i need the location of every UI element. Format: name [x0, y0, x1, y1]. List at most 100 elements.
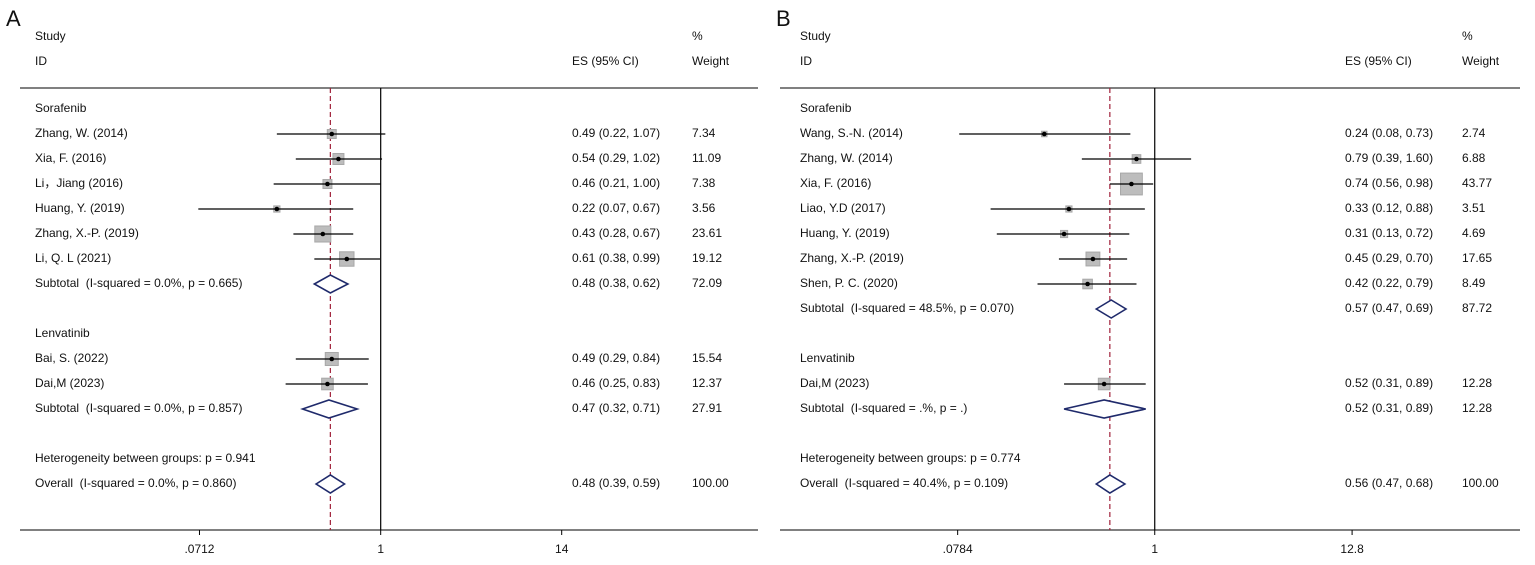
- es-label: 0.61 (0.38, 0.99): [572, 251, 660, 265]
- header: ES (95% CI): [1345, 54, 1412, 68]
- es-label: 0.54 (0.29, 1.02): [572, 151, 660, 165]
- weight-label: 27.91: [692, 401, 722, 415]
- row-label: Subtotal (I-squared = 48.5%, p = 0.070): [800, 301, 1014, 315]
- row-label: Lenvatinib: [800, 351, 855, 365]
- header: ES (95% CI): [572, 54, 639, 68]
- es-label: 0.52 (0.31, 0.89): [1345, 376, 1433, 390]
- weight-label: 100.00: [1462, 476, 1499, 490]
- es-label: 0.33 (0.12, 0.88): [1345, 201, 1433, 215]
- es-label: 0.48 (0.38, 0.62): [572, 276, 660, 290]
- row-label: Subtotal (I-squared = 0.0%, p = 0.857): [35, 401, 242, 415]
- header: Weight: [1462, 54, 1500, 68]
- row-label: Wang, S.-N. (2014): [800, 126, 903, 140]
- row-label: Liao, Y.D (2017): [800, 201, 886, 215]
- weight-label: 11.09: [692, 151, 721, 165]
- es-label: 0.46 (0.21, 1.00): [572, 176, 660, 190]
- row-label: Huang, Y. (2019): [800, 226, 890, 240]
- weight-label: 12.37: [692, 376, 722, 390]
- weight-label: 72.09: [692, 276, 722, 290]
- es-label: 0.48 (0.39, 0.59): [572, 476, 660, 490]
- row-label: Zhang, W. (2014): [800, 151, 893, 165]
- row-label: Lenvatinib: [35, 326, 90, 340]
- point: [329, 131, 335, 137]
- diamond: [1094, 299, 1128, 319]
- point: [1129, 181, 1134, 187]
- row-label: Zhang, X.-P. (2019): [35, 226, 139, 240]
- row-label: Overall (I-squared = 0.0%, p = 0.860): [35, 476, 236, 490]
- weight-label: 2.74: [1462, 126, 1486, 140]
- weight-label: 43.77: [1462, 176, 1492, 190]
- point: [325, 181, 330, 187]
- row-label: Overall (I-squared = 40.4%, p = 0.109): [800, 476, 1008, 490]
- es-label: 0.49 (0.29, 0.84): [572, 351, 660, 365]
- diamond: [300, 399, 360, 419]
- row-label: Sorafenib: [35, 101, 87, 115]
- weight-label: 12.28: [1462, 376, 1492, 390]
- es-label: 0.47 (0.32, 0.71): [572, 401, 660, 415]
- x-tick-label: .0712: [184, 542, 214, 556]
- point: [329, 356, 335, 362]
- row-label: Xia, F. (2016): [35, 151, 106, 165]
- weight-label: 12.28: [1462, 401, 1492, 415]
- weight-label: 3.56: [692, 201, 716, 215]
- row-label: Sorafenib: [800, 101, 852, 115]
- row-label: Shen, P. C. (2020): [800, 276, 898, 290]
- row-label: Huang, Y. (2019): [35, 201, 125, 215]
- row-label: Dai,M (2023): [800, 376, 869, 390]
- panel-letter: B: [776, 6, 791, 31]
- header: Study: [800, 29, 831, 43]
- es-label: 0.42 (0.22, 0.79): [1345, 276, 1433, 290]
- diamond: [312, 274, 350, 294]
- x-tick-label: 1: [377, 542, 384, 556]
- point: [1134, 156, 1139, 162]
- row-label: Subtotal (I-squared = 0.0%, p = 0.665): [35, 276, 242, 290]
- row-label: Li，Jiang (2016): [35, 176, 123, 190]
- es-label: 0.56 (0.47, 0.68): [1345, 476, 1433, 490]
- diamond: [314, 474, 346, 494]
- point: [274, 206, 280, 212]
- x-tick-label: 1: [1151, 542, 1158, 556]
- point: [325, 381, 330, 387]
- point: [344, 256, 350, 262]
- header: Weight: [692, 54, 730, 68]
- weight-label: 87.72: [1462, 301, 1492, 315]
- point: [336, 156, 341, 162]
- x-tick-label: .0784: [943, 542, 973, 556]
- es-label: 0.43 (0.28, 0.67): [572, 226, 660, 240]
- row-label: Dai,M (2023): [35, 376, 104, 390]
- point: [1041, 131, 1047, 137]
- header: Study: [35, 29, 66, 43]
- weight-label: 8.49: [1462, 276, 1486, 290]
- weight-label: 17.65: [1462, 251, 1492, 265]
- weight-label: 4.69: [1462, 226, 1486, 240]
- es-label: 0.22 (0.07, 0.67): [572, 201, 660, 215]
- row-label: Xia, F. (2016): [800, 176, 871, 190]
- es-label: 0.52 (0.31, 0.89): [1345, 401, 1433, 415]
- es-label: 0.45 (0.29, 0.70): [1345, 251, 1433, 265]
- es-label: 0.31 (0.13, 0.72): [1345, 226, 1433, 240]
- row-label: Heterogeneity between groups: p = 0.941: [35, 451, 256, 465]
- x-tick-label: 14: [555, 542, 569, 556]
- diamond: [1063, 399, 1146, 419]
- row-label: Subtotal (I-squared = .%, p = .): [800, 401, 967, 415]
- weight-label: 19.12: [692, 251, 722, 265]
- point: [1085, 281, 1090, 287]
- point: [1066, 206, 1072, 212]
- es-label: 0.79 (0.39, 1.60): [1345, 151, 1433, 165]
- row-label: Zhang, W. (2014): [35, 126, 128, 140]
- point: [1101, 381, 1107, 387]
- weight-label: 3.51: [1462, 201, 1486, 215]
- es-label: 0.46 (0.25, 0.83): [572, 376, 660, 390]
- point: [1090, 256, 1096, 262]
- row-label: Heterogeneity between groups: p = 0.774: [800, 451, 1021, 465]
- weight-label: 7.34: [692, 126, 716, 140]
- diamond: [1094, 474, 1127, 494]
- header: ID: [800, 54, 812, 68]
- header: ID: [35, 54, 47, 68]
- es-label: 0.24 (0.08, 0.73): [1345, 126, 1433, 140]
- weight-label: 100.00: [692, 476, 729, 490]
- weight-label: 6.88: [1462, 151, 1486, 165]
- point: [1061, 231, 1067, 237]
- weight-label: 23.61: [692, 226, 722, 240]
